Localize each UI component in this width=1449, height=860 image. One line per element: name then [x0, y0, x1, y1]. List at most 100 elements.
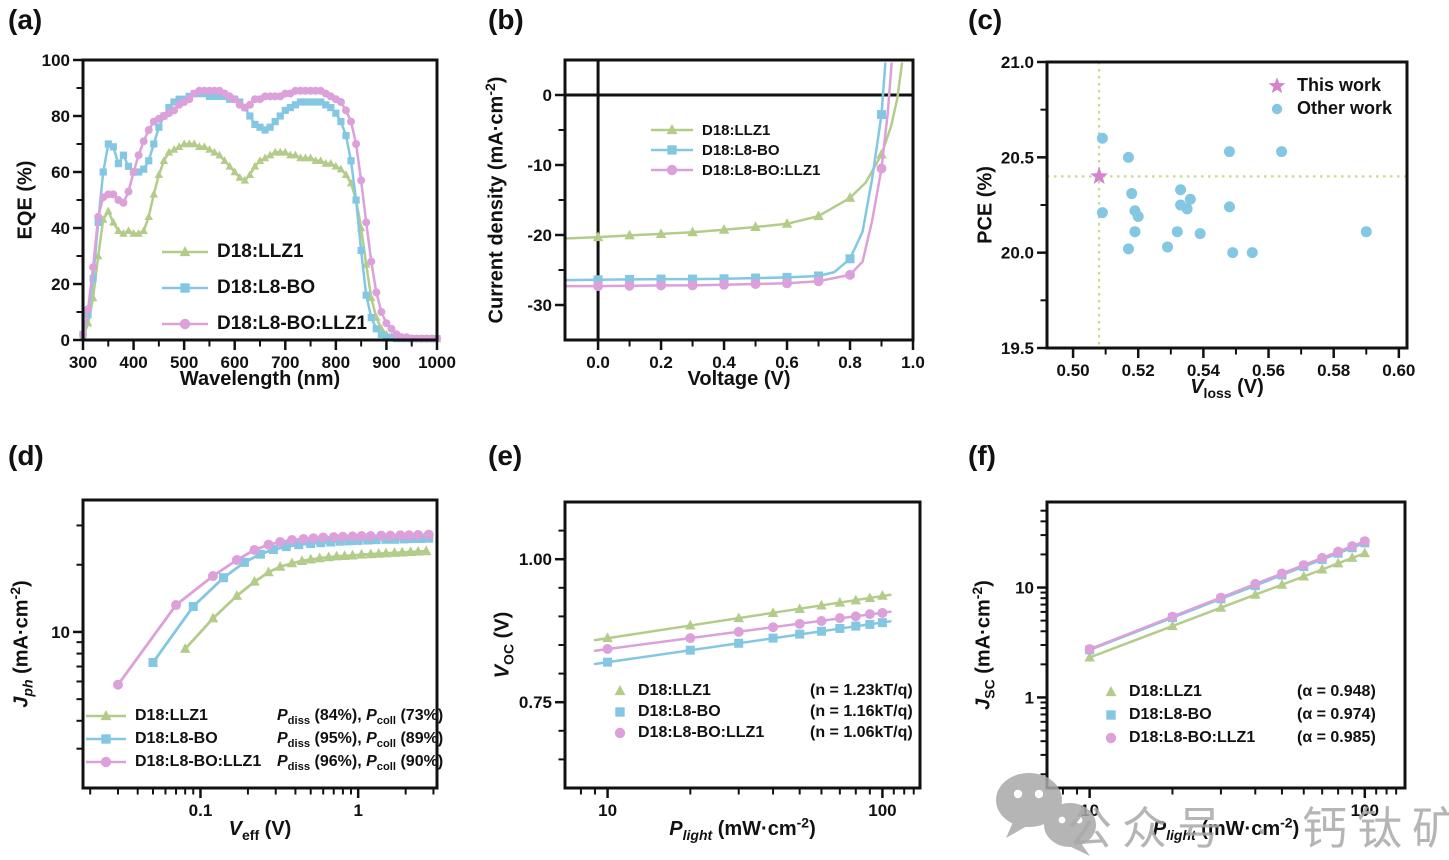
series-marker-D18:L8-BO — [322, 101, 330, 109]
series-marker-D18:L8-BO:LLZ1 — [1084, 644, 1095, 655]
x-axis-label-c: Vloss (V) — [1190, 376, 1264, 401]
series-marker-Other work — [1181, 203, 1193, 215]
series-marker-D18:LLZ1 — [124, 226, 133, 234]
series-marker-D18:L8-BO — [261, 126, 269, 134]
series-marker-D18:LLZ1 — [1359, 547, 1371, 558]
series-marker-D18:L8-BO — [170, 98, 178, 106]
legend-extra: Pdiss (95%), Pcoll (89%) — [277, 729, 444, 750]
series-marker-D18:L8-BO — [327, 104, 335, 112]
panel-f: (f) 10 100 1 10 Plight (mW·cm-2) JSC (mA·cm-… — [966, 430, 1449, 860]
series-marker-D18:L8-BO:LLZ1 — [89, 263, 98, 272]
panel-label-a: (a) — [8, 4, 43, 35]
series-marker-D18:LLZ1 — [687, 226, 698, 237]
legend-triangle-glyph — [179, 246, 191, 257]
series-marker-D18:L8-BO:LLZ1 — [347, 117, 356, 126]
y-tick-label: 20 — [51, 275, 70, 294]
series-marker-D18:LLZ1 — [119, 229, 128, 237]
series-marker-D18:L8-BO:LLZ1 — [593, 281, 604, 292]
series-marker-D18:LLZ1 — [265, 150, 275, 159]
series-marker-D18:L8-BO — [845, 254, 855, 264]
series-marker-D18:LLZ1 — [347, 549, 358, 560]
series-marker-D18:L8-BO — [99, 168, 107, 176]
series-marker-D18:LLZ1 — [255, 156, 265, 164]
series-marker-D18:L8-BO:LLZ1 — [656, 280, 667, 291]
series-marker-D18:L8-BO — [286, 104, 294, 112]
series-marker-D18:L8-BO — [271, 118, 279, 126]
x-axis-label-f: Plight (mW·cm-2) — [1152, 814, 1300, 843]
panel-label-d: (d) — [8, 440, 44, 471]
legend-extra: (α = 0.974) — [1297, 705, 1376, 723]
series-marker-D18:LLZ1 — [114, 226, 123, 234]
series-marker-D18:L8-BO:LLZ1 — [768, 622, 779, 633]
series-marker-D18:L8-BO — [656, 274, 666, 284]
legend-circle-icon — [162, 318, 208, 330]
series-marker-D18:L8-BO — [390, 534, 400, 544]
series-marker-D18:L8-BO — [751, 273, 761, 283]
x-tick-label: 0.1 — [189, 801, 213, 820]
series-marker-D18:L8-BO — [326, 537, 336, 547]
series-marker-Other work — [1126, 188, 1138, 200]
series-marker-D18:L8-BO — [251, 120, 259, 128]
series-marker-D18:L8-BO:LLZ1 — [362, 218, 371, 227]
x-axis-label-e: Plight (mW·cm-2) — [669, 814, 816, 843]
series-marker-D18:L8-BO:LLZ1 — [207, 571, 218, 582]
series-marker-D18:L8-BO:LLZ1 — [813, 276, 824, 287]
series-marker-D18:L8-BO:LLZ1 — [230, 95, 239, 104]
series-marker-D18:L8-BO:LLZ1 — [733, 626, 744, 637]
y-tick-label: 100 — [42, 51, 70, 70]
x-tick-label: 0.4 — [712, 353, 736, 372]
series-marker-D18:LLZ1 — [230, 167, 239, 176]
series-marker-D18:L8-BO:LLZ1 — [1359, 536, 1370, 547]
series-marker-D18:LLZ1 — [250, 161, 260, 170]
legend-row: D18:L8-BO (α = 0.974) — [1102, 703, 1376, 726]
x-tick-label: 1.0 — [901, 353, 925, 372]
series-marker-D18:L8-BO:LLZ1 — [834, 613, 845, 624]
series-marker-D18:L8-BO — [835, 623, 845, 633]
series-marker-D18:LLZ1 — [412, 545, 424, 556]
legend-extra: (α = 0.948) — [1297, 682, 1376, 700]
series-marker-D18:LLZ1 — [1346, 552, 1358, 562]
legend-label: Other work — [1297, 98, 1393, 118]
series-marker-D18:L8-BO — [399, 534, 409, 544]
legend-extra: (α = 0.985) — [1297, 728, 1376, 746]
series-marker-Other work — [1162, 241, 1174, 253]
legend-extra: (n = 1.23kT/q) — [810, 681, 913, 699]
series-marker-D18:L8-BO:LLZ1 — [1333, 546, 1344, 557]
series-marker-D18:LLZ1 — [339, 550, 350, 560]
legend-label: D18:L8-BO:LLZ1 — [135, 752, 262, 770]
x-tick-label: 0.58 — [1317, 361, 1350, 380]
x-tick-label: 0.6 — [775, 353, 799, 372]
panel-label-f: (f) — [968, 440, 996, 471]
series-marker-D18:L8-BO — [353, 535, 363, 545]
series-marker-D18:L8-BO — [104, 140, 112, 148]
legend-triangle-glyph — [100, 709, 112, 720]
x-tick-label: 0.60 — [1382, 361, 1415, 380]
legend-label: D18:L8-BO:LLZ1 — [217, 313, 367, 334]
series-marker-D18:L8-BO:LLZ1 — [719, 279, 730, 290]
series-marker-D18:L8-BO:LLZ1 — [109, 190, 118, 199]
legend-label: D18:LLZ1 — [135, 706, 208, 724]
legend-row: D18:LLZ1 — [651, 120, 820, 140]
series-marker-This work — [1090, 167, 1109, 184]
legend-b: D18:LLZ1 D18:L8-BO D18:L8-BO:LLZ1 — [651, 120, 820, 180]
series-marker-D18:LLZ1 — [109, 217, 118, 226]
series-marker-D18:L8-BO:LLZ1 — [352, 140, 361, 148]
x-tick-label: 0.8 — [838, 353, 862, 372]
series-marker-D18:LLZ1 — [231, 590, 243, 600]
series-marker-D18:LLZ1 — [296, 555, 308, 565]
x-tick-label: 600 — [221, 353, 249, 372]
series-marker-D18:LLZ1 — [169, 145, 179, 153]
series-marker-D18:L8-BO:LLZ1 — [318, 532, 329, 543]
x-tick-label: 100 — [868, 801, 896, 820]
legend-label: D18:L8-BO — [702, 141, 780, 159]
series-marker-D18:LLZ1 — [356, 548, 367, 559]
series-marker-D18:L8-BO — [312, 98, 320, 106]
series-marker-D18:L8-BO:LLZ1 — [245, 100, 254, 109]
series-marker-D18:L8-BO:LLZ1 — [337, 531, 348, 542]
legend-row: D18:LLZ1 (α = 0.948) — [1102, 680, 1376, 703]
legend-circle-icon — [614, 727, 626, 738]
series-marker-D18:LLZ1 — [602, 632, 613, 643]
panel-label-c: (c) — [968, 4, 1003, 35]
series-marker-D18:L8-BO — [140, 165, 148, 173]
legend-label: This work — [1297, 75, 1382, 95]
